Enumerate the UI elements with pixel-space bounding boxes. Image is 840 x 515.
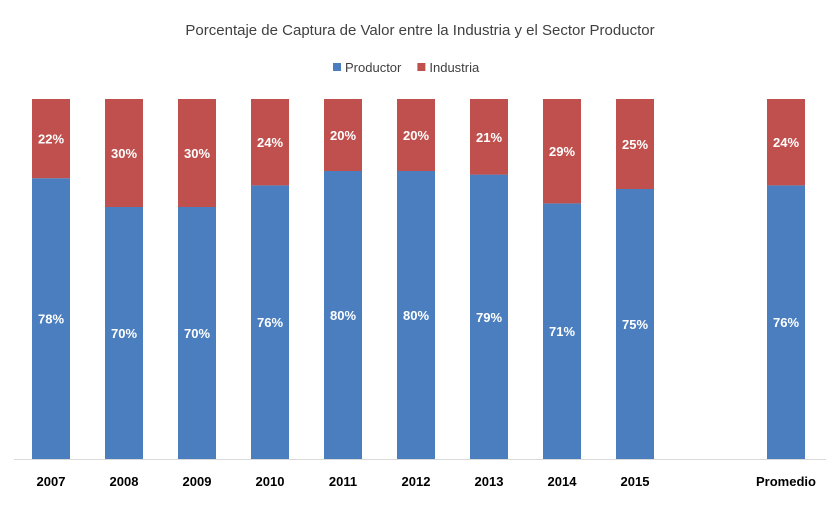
x-tick-label-2015: 2015 (621, 474, 650, 489)
legend-swatch-industria (417, 63, 426, 71)
bar-industria-2015 (616, 99, 654, 189)
legend-label-productor: Productor (345, 60, 402, 75)
x-tick-label-2013: 2013 (475, 474, 504, 489)
bars-group: 78% 22% 70% 30% 70% 30% 76% 24% 80% 20% 80% 20% 79% 2… (32, 99, 805, 459)
bar-industria-2011 (324, 99, 362, 171)
data-label-productor-2008: 70% (111, 326, 137, 341)
bar-industria-2014 (543, 99, 581, 204)
bar-productor-2007 (32, 178, 70, 459)
data-label-productor-2015: 75% (622, 317, 648, 332)
bar-industria-2010 (251, 99, 289, 186)
chart-title: Porcentaje de Captura de Valor entre la … (185, 22, 654, 39)
bar-productor-2008 (105, 207, 143, 459)
x-tick-label-2008: 2008 (110, 474, 139, 489)
data-label-industria-2008: 30% (111, 146, 137, 161)
x-tick-label-2011: 2011 (329, 474, 357, 489)
bar-productor-2009 (178, 207, 216, 459)
data-label-productor-2013: 79% (476, 310, 502, 325)
data-label-industria-2009: 30% (184, 146, 210, 161)
bar-productor-2010 (251, 185, 289, 459)
data-label-productor-2010: 76% (257, 315, 283, 330)
data-label-productor-2007: 78% (38, 312, 64, 327)
legend: Productor Industria (333, 60, 480, 75)
x-tick-label-2014: 2014 (548, 474, 578, 489)
data-label-productor-2009: 70% (184, 326, 210, 341)
bar-productor-2015 (616, 189, 654, 459)
bar-industria-2013 (470, 99, 508, 175)
bar-industria-2009 (178, 99, 216, 207)
legend-swatch-productor (333, 63, 341, 71)
bar-productor-2012 (397, 171, 435, 459)
data-label-industria-2015: 25% (622, 137, 648, 152)
data-label-industria-promedio: 24% (773, 135, 799, 150)
bar-productor-promedio (767, 185, 805, 459)
data-label-productor-2012: 80% (403, 308, 429, 323)
data-label-industria-2014: 29% (549, 144, 575, 159)
x-tick-label-2012: 2012 (402, 474, 431, 489)
data-label-industria-2013: 21% (476, 130, 502, 145)
data-label-productor-2014: 71% (549, 324, 575, 339)
data-label-productor-promedio: 76% (773, 315, 799, 330)
bar-industria-2007 (32, 99, 70, 179)
data-label-industria-2012: 20% (403, 128, 429, 143)
bar-productor-2011 (324, 171, 362, 459)
bar-industria-2012 (397, 99, 435, 171)
bar-productor-2014 (543, 203, 581, 459)
x-tick-labels: 2007 2008 2009 2010 2011 2012 2013 2014 2015 Prom… (37, 474, 816, 489)
x-tick-label-2009: 2009 (183, 474, 212, 489)
x-tick-label-promedio: Promedio (756, 474, 816, 489)
data-label-industria-2011: 20% (330, 128, 356, 143)
data-label-industria-2010: 24% (257, 135, 283, 150)
bar-industria-2008 (105, 99, 143, 207)
x-tick-label-2010: 2010 (256, 474, 285, 489)
x-tick-label-2007: 2007 (37, 474, 66, 489)
data-label-industria-2007: 22% (38, 132, 64, 147)
bar-productor-2013 (470, 174, 508, 459)
bar-industria-promedio (767, 99, 805, 186)
data-label-productor-2011: 80% (330, 308, 356, 323)
legend-label-industria: Industria (429, 60, 480, 75)
